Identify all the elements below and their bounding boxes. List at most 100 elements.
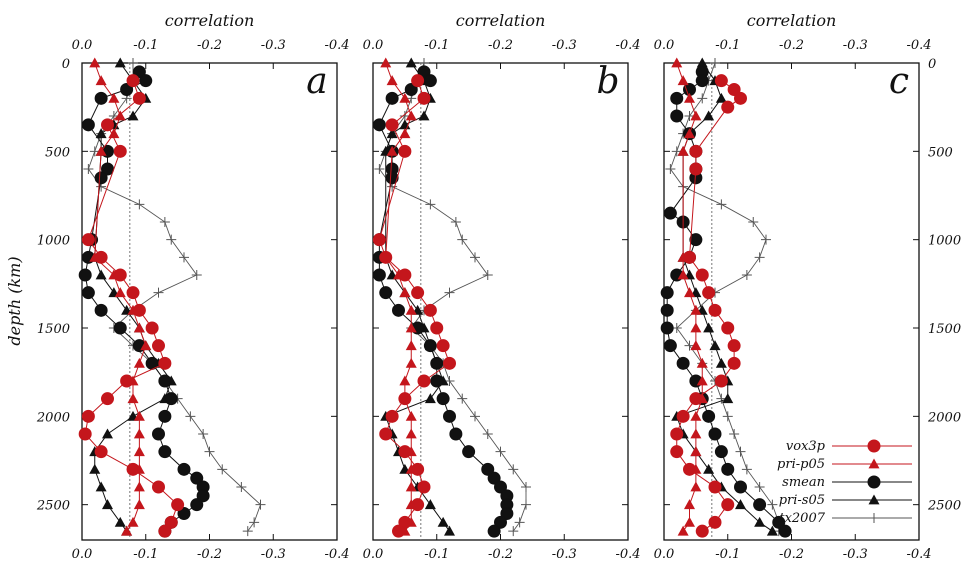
data-point-smean [423, 339, 437, 353]
x-tick-label-top: -0.4 [324, 38, 349, 53]
data-point-pri-p05 [684, 499, 695, 510]
data-point-pri-p05 [677, 525, 689, 536]
data-point-smean [772, 515, 786, 529]
data-point-vox3p [695, 268, 709, 282]
data-point-pri-p05 [677, 145, 689, 156]
data-point-pri-p05 [405, 428, 417, 439]
data-point-vox3p [734, 91, 747, 105]
legend-label-smean: smean [782, 475, 825, 490]
data-point-vox3p [164, 515, 178, 529]
data-point-smean [113, 321, 127, 335]
data-point-tx2007 [665, 164, 676, 174]
y-tick-label-right: 2000 [927, 410, 961, 425]
data-point-pri-s05 [703, 322, 715, 333]
series-vox3p [78, 74, 185, 538]
data-point-tx2007 [741, 464, 752, 475]
series-vox3p [670, 74, 747, 538]
data-point-pri-p05 [405, 322, 417, 333]
data-point-tx2007 [83, 164, 94, 174]
data-point-vox3p [392, 524, 405, 538]
data-point-smean [778, 524, 792, 538]
data-point-tx2007 [470, 252, 480, 263]
data-point-smean [708, 427, 722, 441]
series-smean [78, 65, 210, 538]
data-point-pri-p05 [684, 92, 695, 103]
x-tick-label-bottom: -0.2 [779, 547, 804, 562]
x-tick-label-top: -0.3 [843, 38, 868, 53]
legend-label-tx2007: tx2007 [779, 511, 825, 526]
panel-letter: b [596, 61, 619, 102]
data-point-smean [494, 515, 507, 529]
data-point-smean [177, 462, 191, 476]
data-point-vox3p [708, 480, 722, 494]
data-point-vox3p [379, 250, 393, 264]
data-point-tx2007 [236, 482, 247, 492]
data-point-tx2007 [482, 429, 493, 439]
data-point-pri-p05 [684, 516, 695, 527]
data-point-vox3p [379, 427, 393, 441]
y-tick-label-left: 1500 [37, 322, 70, 337]
data-point-smean [449, 427, 463, 441]
data-point-pri-s05 [405, 57, 417, 68]
data-point-vox3p [372, 233, 386, 247]
x-tick-label-top: -0.1 [424, 38, 449, 53]
data-point-smean [714, 445, 728, 459]
y-tick-label-right: 500 [928, 145, 953, 160]
x-tick-label-bottom: -0.1 [133, 547, 158, 562]
data-point-tx2007 [521, 482, 531, 492]
data-point-pri-p05 [121, 525, 133, 536]
data-point-smean [190, 498, 204, 512]
data-point-vox3p [423, 303, 437, 317]
data-point-vox3p [398, 392, 412, 406]
data-point-pri-p05 [405, 357, 417, 368]
data-point-pri-p05 [677, 75, 689, 86]
data-point-tx2007 [716, 199, 727, 210]
data-point-smean [417, 65, 431, 79]
data-point-smean [660, 286, 674, 300]
data-point-pri-p05 [671, 57, 683, 68]
data-point-tx2007 [508, 526, 519, 537]
data-point-smean [78, 268, 92, 282]
panel-b: correlation 0.0 0.0 -0.1 -0.1 -0.2 -0.2 -0.3 -0.… [363, 11, 641, 562]
x-tick-label-top: -0.4 [906, 38, 931, 53]
data-point-smean [379, 286, 393, 300]
data-point-vox3p [417, 374, 431, 388]
data-point-vox3p [443, 356, 456, 370]
data-point-pri-s05 [715, 357, 727, 368]
data-point-tx2007 [754, 252, 765, 263]
legend-marker-smean [867, 475, 881, 489]
data-point-smean [152, 427, 165, 441]
data-point-smean [487, 524, 501, 538]
x-tick-label-bottom: 0.0 [654, 547, 675, 562]
data-point-smean [404, 83, 418, 96]
y-tick-label-right: 1500 [928, 322, 961, 337]
data-point-pri-s05 [424, 499, 436, 510]
data-point-tx2007 [729, 429, 740, 439]
data-point-pri-s05 [95, 128, 107, 139]
data-point-tx2007 [495, 446, 506, 457]
data-point-smean [158, 445, 172, 459]
data-point-tx2007 [185, 411, 196, 422]
x-tick-label-top: 0.0 [654, 38, 675, 53]
data-point-smean [487, 471, 501, 485]
data-point-vox3p [727, 339, 741, 353]
data-point-vox3p [145, 321, 159, 335]
data-point-vox3p [689, 162, 703, 176]
data-point-smean [392, 303, 405, 317]
data-point-pri-p05 [133, 357, 145, 368]
data-point-tx2007 [425, 199, 436, 210]
data-point-tx2007 [217, 464, 228, 475]
y-tick-label-left: 2000 [36, 410, 70, 425]
data-point-pri-p05 [690, 340, 702, 351]
data-point-tx2007 [204, 446, 215, 457]
data-point-pri-p05 [405, 110, 417, 121]
y-tick-label-left: 0 [62, 57, 70, 72]
data-point-pri-s05 [127, 110, 139, 121]
data-point-vox3p [113, 144, 127, 158]
series-vox3p [372, 74, 456, 538]
data-point-pri-p05 [133, 322, 145, 333]
data-point-pri-p05 [690, 446, 702, 457]
data-point-vox3p [132, 91, 146, 105]
data-point-tx2007 [514, 517, 525, 528]
